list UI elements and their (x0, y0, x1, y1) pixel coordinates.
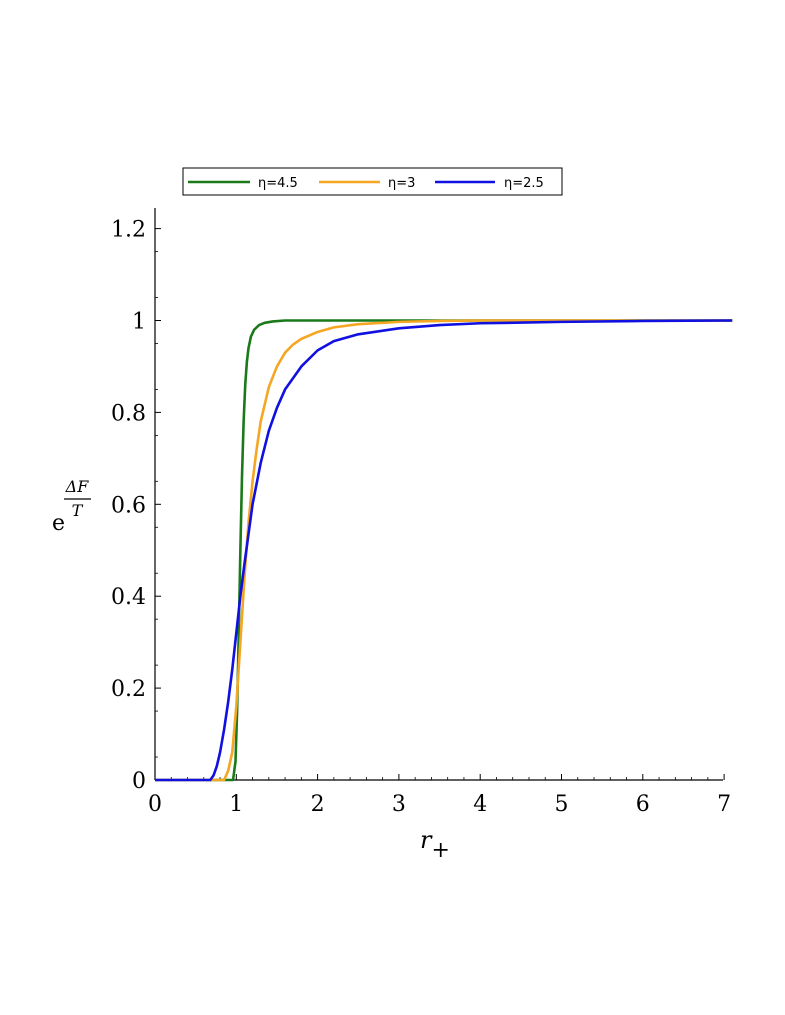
x-tick-label: 5 (555, 792, 569, 817)
legend-label-1: η=4.5 (258, 176, 298, 191)
x-tick-label: 0 (148, 792, 162, 817)
x-tick-label: 4 (473, 792, 487, 817)
y-tick-label: 1 (132, 310, 146, 335)
series-line-1 (155, 319, 733, 782)
legend: η=4.5 η=3 η=2.5 (182, 167, 563, 196)
series-group (155, 319, 733, 782)
x-tick-label: 1 (229, 792, 243, 817)
y-axis-numerator: ΔF (65, 477, 90, 496)
axes (154, 208, 725, 781)
y-tick-label: 1.2 (111, 218, 146, 243)
y-tick-label: 0.8 (111, 401, 146, 426)
y-tick-label: 0.4 (111, 585, 146, 610)
x-axis-title: r+ (420, 826, 450, 863)
series-line-2 (155, 319, 733, 782)
y-axis-denominator: T (72, 501, 84, 520)
axis-labels: 0 1 2 3 4 5 6 7 0 0.2 0.4 0.6 0.8 1 1.2 r+ eΔF T (52, 218, 731, 863)
x-tick-label: 6 (636, 792, 650, 817)
y-tick-label: 0 (132, 769, 146, 794)
x-tick-label: 2 (311, 792, 325, 817)
x-tick-label: 7 (717, 792, 731, 817)
x-tick-label: 3 (392, 792, 406, 817)
y-tick-label: 0.6 (111, 493, 146, 518)
legend-label-2: η=3 (388, 176, 415, 191)
legend-label-3: η=2.5 (504, 176, 544, 191)
y-axis-base: e (52, 511, 65, 536)
series-line-3 (155, 319, 733, 782)
y-tick-label: 0.2 (111, 677, 146, 702)
